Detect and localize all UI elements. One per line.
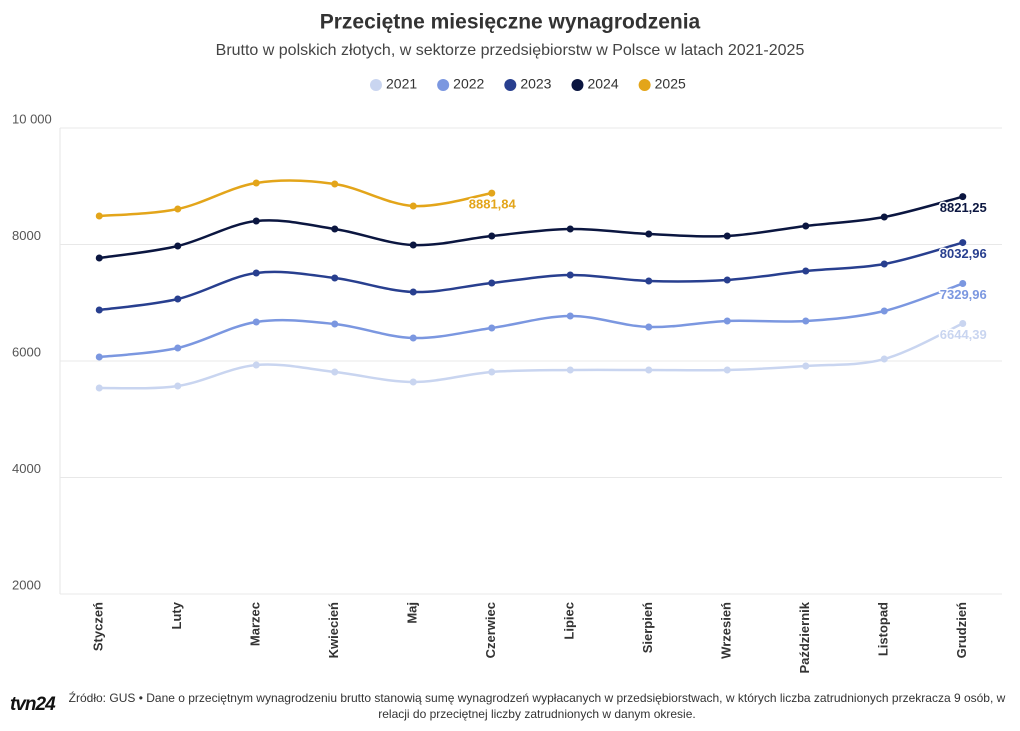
data-point [723,366,731,374]
data-point [802,267,810,275]
data-point [331,368,339,376]
data-point [566,271,574,279]
data-point [252,269,260,277]
chart: Przeciętne miesięczne wynagrodzenia Brut… [12,11,1002,674]
x-tick-label: Kwiecień [326,602,341,658]
y-tick-label: 10 000 [12,111,52,126]
chart-title: Przeciętne miesięczne wynagrodzenia [320,11,701,34]
data-point [174,242,182,250]
legend-label: 2025 [655,76,686,92]
data-point [174,382,182,390]
legend-label: 2023 [520,76,551,92]
data-point [409,334,417,342]
data-point [488,232,496,240]
data-point [252,361,260,369]
legend-marker [437,79,450,91]
data-point [409,202,417,210]
data-point [959,193,967,201]
data-label: 6644,39 [940,327,987,342]
y-tick-label: 2000 [12,577,41,592]
data-label: 7329,96 [940,287,987,302]
logo: tvn24 [10,694,56,715]
data-point [880,260,888,268]
x-tick-label: Styczeń [91,602,106,651]
data-point [331,225,339,233]
y-tick-label: 8000 [12,228,41,243]
series-line [99,179,492,218]
legend-label: 2024 [587,76,618,92]
y-tick-label: 6000 [12,344,41,359]
data-point [488,189,496,197]
data-point [645,323,653,331]
x-tick-label: Czerwiec [483,602,498,658]
data-point [645,230,653,238]
footer: tvn24 Źródło: GUS • Dane o przeciętnym w… [0,688,1020,728]
data-point [409,241,417,249]
data-point [566,312,574,320]
data-point [95,353,103,361]
series-line [99,195,964,260]
x-tick-label: Luty [169,601,184,629]
data-point [959,319,967,327]
data-label: 8881,84 [469,197,517,212]
data-point [488,279,496,287]
legend-marker [638,79,651,91]
data-point [645,366,653,374]
legend-marker [571,79,584,91]
series-line [99,241,964,312]
x-tick-label: Lipiec [562,602,577,640]
data-point [174,205,182,213]
data-point [959,239,967,247]
data-point [252,318,260,326]
chart-subtitle: Brutto w polskich złotych, w sektorze pr… [216,42,805,59]
data-point [880,307,888,315]
data-point [723,276,731,284]
data-point [645,277,653,285]
x-tick-label: Grudzień [954,602,969,658]
legend-marker [370,79,382,91]
data-point [488,368,496,376]
x-tick-label: Sierpień [640,602,655,653]
series-line [99,282,964,359]
legend-marker [504,79,517,91]
data-point [95,212,103,220]
data-point [331,180,339,188]
x-tick-label: Maj [405,602,420,624]
data-point [331,274,339,282]
data-point [566,225,574,233]
series-line [99,322,964,390]
x-tick-label: Wrzesień [719,602,734,659]
legend-label: 2022 [453,76,484,92]
data-point [802,222,810,230]
data-point [802,317,810,325]
data-point [174,344,182,352]
source-note: Źródło: GUS • Dane o przeciętnym wynagro… [68,691,1006,721]
data-point [802,362,810,370]
data-point [959,280,967,288]
data-point [723,317,731,325]
y-tick-label: 4000 [12,461,41,476]
data-point [95,384,103,392]
x-tick-label: Marzec [248,602,263,646]
data-point [880,355,888,363]
data-point [880,213,888,221]
data-point [95,306,103,314]
data-point [723,232,731,240]
data-label: 8821,25 [940,200,987,215]
data-point [174,295,182,303]
data-point [252,217,260,225]
data-point [252,179,260,187]
legend-label: 2021 [386,76,417,92]
x-tick-label: Październik [797,601,812,673]
data-point [331,320,339,328]
data-point [95,254,103,262]
x-tick-label: Listopad [876,602,891,656]
data-point [409,378,417,386]
data-point [488,324,496,332]
data-label: 8032,96 [940,246,987,261]
data-point [566,366,574,374]
data-point [409,288,417,296]
